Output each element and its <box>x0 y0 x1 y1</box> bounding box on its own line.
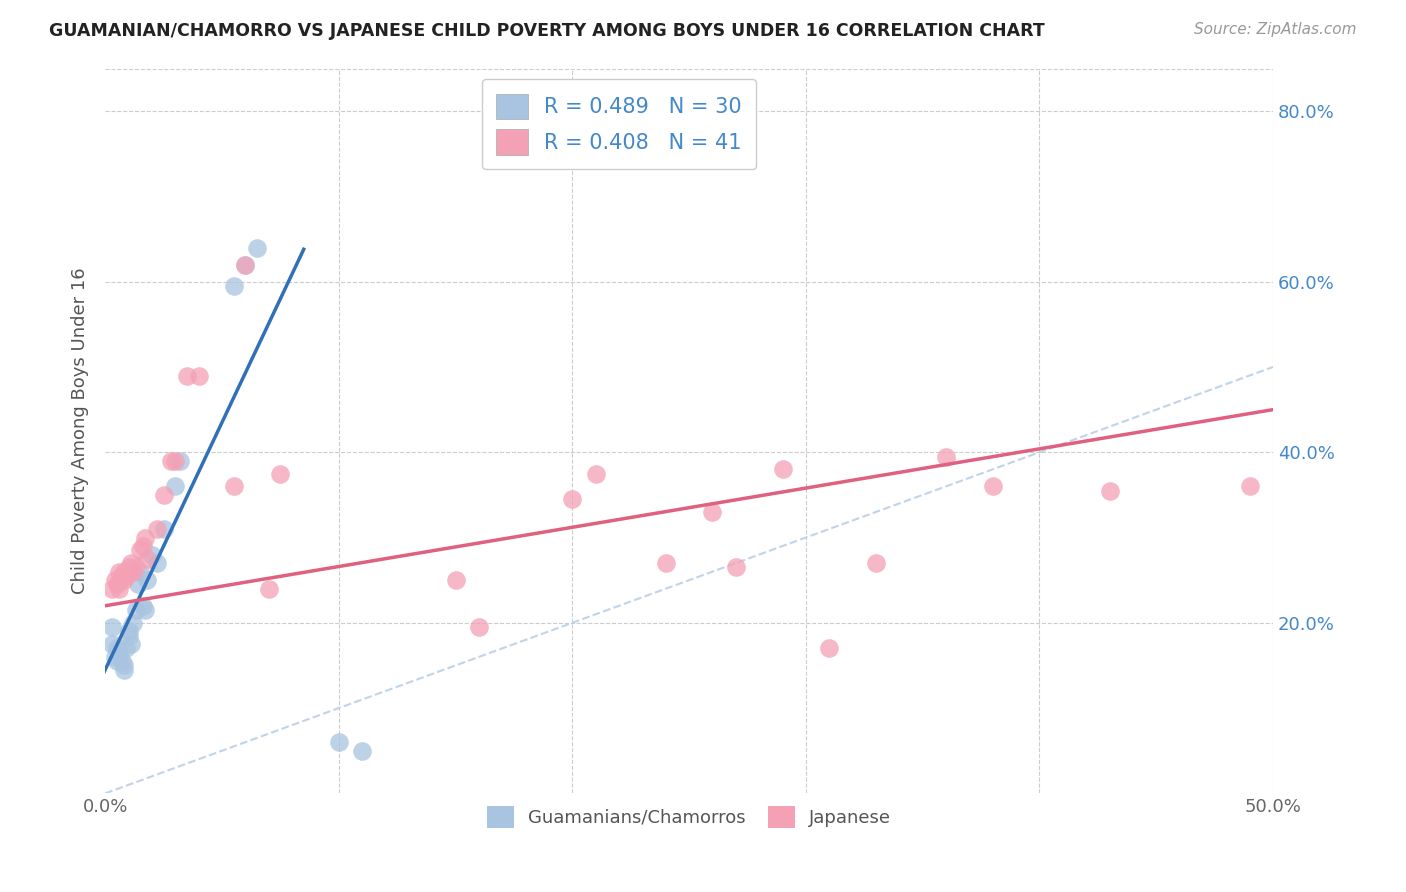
Point <box>105 577 128 591</box>
Point <box>235 258 257 272</box>
Point <box>103 649 125 664</box>
Point <box>112 573 135 587</box>
Point <box>108 646 131 660</box>
Point <box>328 735 350 749</box>
Point <box>134 603 156 617</box>
Point <box>101 620 124 634</box>
Point <box>115 641 138 656</box>
Point <box>127 577 149 591</box>
Point <box>131 599 153 613</box>
Point <box>117 560 139 574</box>
Point <box>187 368 209 383</box>
Point <box>702 505 724 519</box>
Point <box>122 615 145 630</box>
Point <box>165 454 187 468</box>
Point <box>269 467 291 481</box>
Point <box>176 368 198 383</box>
Point <box>246 241 269 255</box>
Point <box>159 454 181 468</box>
Point <box>120 637 142 651</box>
Point <box>468 620 491 634</box>
Point <box>145 522 167 536</box>
Point <box>110 569 132 583</box>
Point <box>134 531 156 545</box>
Point <box>124 560 146 574</box>
Point <box>152 488 174 502</box>
Point <box>585 467 607 481</box>
Point <box>136 573 159 587</box>
Point <box>108 565 131 579</box>
Point <box>169 454 191 468</box>
Point <box>115 569 138 583</box>
Point <box>122 565 145 579</box>
Point <box>141 548 163 562</box>
Point <box>117 629 139 643</box>
Point <box>101 582 124 596</box>
Point <box>124 603 146 617</box>
Point <box>129 565 152 579</box>
Point <box>222 279 245 293</box>
Point <box>352 744 374 758</box>
Point <box>981 479 1004 493</box>
Point <box>108 582 131 596</box>
Point <box>935 450 957 464</box>
Point <box>101 637 124 651</box>
Point <box>103 573 125 587</box>
Text: GUAMANIAN/CHAMORRO VS JAPANESE CHILD POVERTY AMONG BOYS UNDER 16 CORRELATION CHA: GUAMANIAN/CHAMORRO VS JAPANESE CHILD POV… <box>49 22 1045 40</box>
Point <box>724 560 747 574</box>
Legend: Guamanians/Chamorros, Japanese: Guamanians/Chamorros, Japanese <box>479 798 898 835</box>
Point <box>131 539 153 553</box>
Point <box>222 479 245 493</box>
Text: Source: ZipAtlas.com: Source: ZipAtlas.com <box>1194 22 1357 37</box>
Point <box>105 641 128 656</box>
Point <box>165 479 187 493</box>
Point <box>1239 479 1261 493</box>
Point <box>117 624 139 639</box>
Point <box>136 552 159 566</box>
Point <box>110 654 132 668</box>
Y-axis label: Child Poverty Among Boys Under 16: Child Poverty Among Boys Under 16 <box>72 268 89 594</box>
Point <box>112 565 135 579</box>
Point <box>865 556 887 570</box>
Point <box>561 492 583 507</box>
Point <box>818 641 841 656</box>
Point <box>105 654 128 668</box>
Point <box>112 663 135 677</box>
Point <box>152 522 174 536</box>
Point <box>145 556 167 570</box>
Point <box>1098 483 1121 498</box>
Point <box>129 543 152 558</box>
Point <box>444 573 467 587</box>
Point <box>235 258 257 272</box>
Point <box>655 556 678 570</box>
Point <box>257 582 280 596</box>
Point <box>120 556 142 570</box>
Point <box>772 462 794 476</box>
Point <box>112 658 135 673</box>
